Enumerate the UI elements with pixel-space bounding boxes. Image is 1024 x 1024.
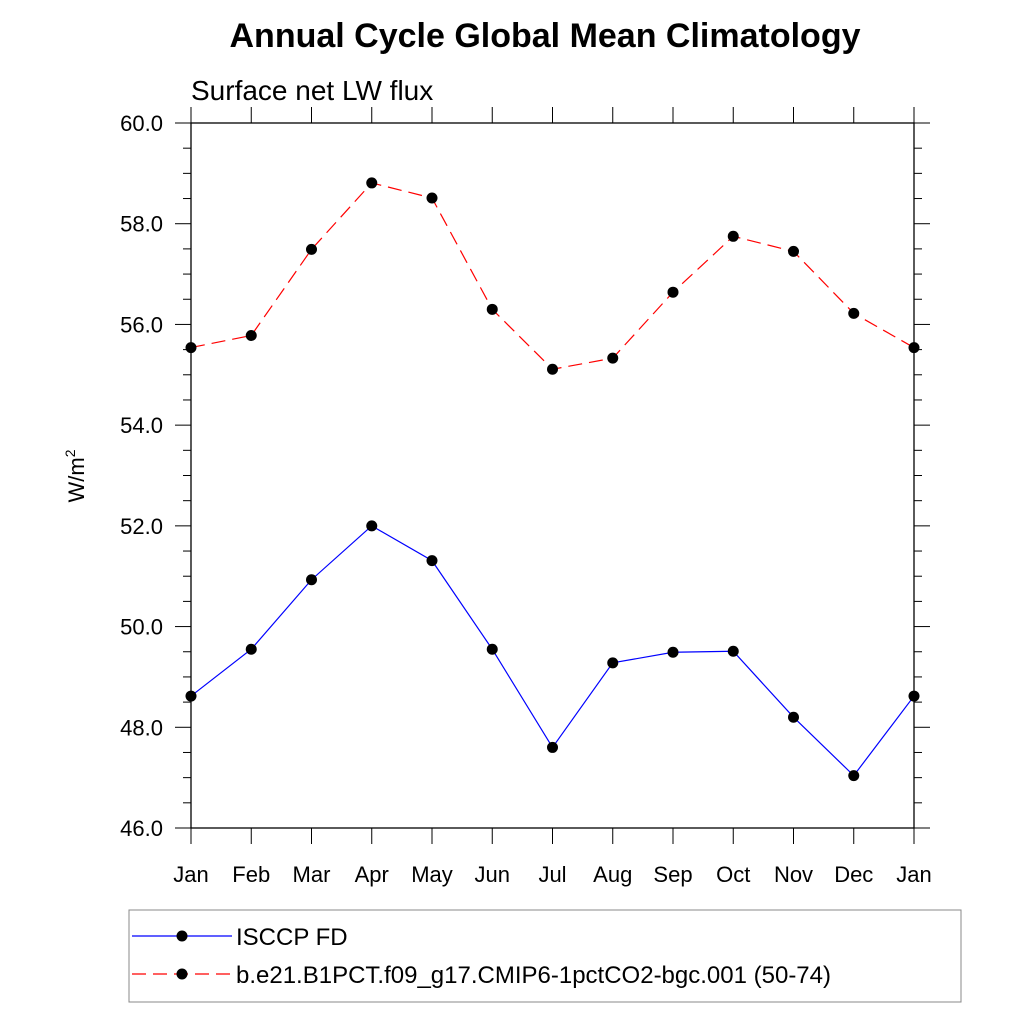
y-axis-label-text: W/m xyxy=(64,457,89,502)
data-point xyxy=(486,303,498,315)
data-point xyxy=(306,574,317,586)
legend-label-0: ISCCP FD xyxy=(236,924,348,951)
x-tick-label: Jan xyxy=(896,862,931,887)
x-tick-label: Jan xyxy=(173,862,208,887)
series-layer xyxy=(185,177,920,782)
data-point xyxy=(607,352,619,364)
data-point xyxy=(848,307,860,319)
x-tick-label: Nov xyxy=(774,862,813,887)
x-tick-label: Feb xyxy=(232,862,270,887)
x-tick-label: Jun xyxy=(475,862,510,887)
y-tick-label: 56.0 xyxy=(120,312,163,337)
legend-marker-0 xyxy=(176,930,188,942)
data-point xyxy=(848,770,860,782)
y-tick-label: 50.0 xyxy=(120,615,163,640)
data-point xyxy=(607,657,619,669)
y-tick-label: 60.0 xyxy=(120,111,163,136)
data-point xyxy=(426,555,438,567)
data-point xyxy=(547,363,558,375)
data-point xyxy=(667,646,679,658)
data-point xyxy=(727,230,739,242)
x-tick-label: Jul xyxy=(538,862,566,887)
y-tick-label: 48.0 xyxy=(120,715,163,740)
y-tick-label: 52.0 xyxy=(120,514,163,539)
x-tick-label: Oct xyxy=(716,862,750,887)
legend-marker-1 xyxy=(176,968,188,980)
data-point xyxy=(245,643,257,655)
data-point xyxy=(667,286,679,298)
data-point xyxy=(185,690,197,702)
data-point xyxy=(366,520,378,532)
data-point xyxy=(426,192,438,204)
series-line-0 xyxy=(190,525,915,777)
x-tick-label: Dec xyxy=(834,862,873,887)
x-axis-ticks: Jan Feb Mar Apr May Jun Jul Aug Sep Oct Nov Dec Jan xyxy=(173,107,932,887)
chart-title: Annual Cycle Global Mean Climatology xyxy=(230,17,861,55)
legend-label-1: b.e21.B1PCT.f09_g17.CMIP6-1pctCO2-bgc.00… xyxy=(236,962,831,989)
data-point xyxy=(185,342,197,354)
data-point xyxy=(486,643,498,655)
x-tick-label: Sep xyxy=(653,862,692,887)
x-tick-label: May xyxy=(411,862,453,887)
y-axis-label: W/m2 xyxy=(62,449,89,502)
data-point xyxy=(306,243,317,255)
chart-subtitle: Surface net LW flux xyxy=(191,75,433,106)
x-tick-label: Mar xyxy=(293,862,331,887)
data-point xyxy=(547,741,558,753)
x-tick-label: Apr xyxy=(355,862,389,887)
y-axis-label-superscript: 2 xyxy=(62,449,78,457)
data-point xyxy=(727,645,739,657)
x-tick-label: Aug xyxy=(593,862,632,887)
data-point xyxy=(908,690,920,702)
legend: ISCCP FD b.e21.B1PCT.f09_g17.CMIP6-1pctCO… xyxy=(132,924,831,989)
legend-box xyxy=(128,909,962,1003)
plot-frame xyxy=(190,122,915,829)
data-point xyxy=(366,177,378,189)
data-point xyxy=(908,342,920,354)
y-tick-label: 54.0 xyxy=(120,413,163,438)
y-tick-label: 58.0 xyxy=(120,212,163,237)
data-point xyxy=(245,330,257,342)
data-point xyxy=(788,245,799,257)
y-axis-ticks: 46.0 48.0 50.0 52.0 54.0 56.0 58.0 60.0 xyxy=(120,111,930,841)
data-point xyxy=(788,711,799,723)
series-line-1 xyxy=(190,182,915,370)
y-tick-label: 46.0 xyxy=(120,816,163,841)
